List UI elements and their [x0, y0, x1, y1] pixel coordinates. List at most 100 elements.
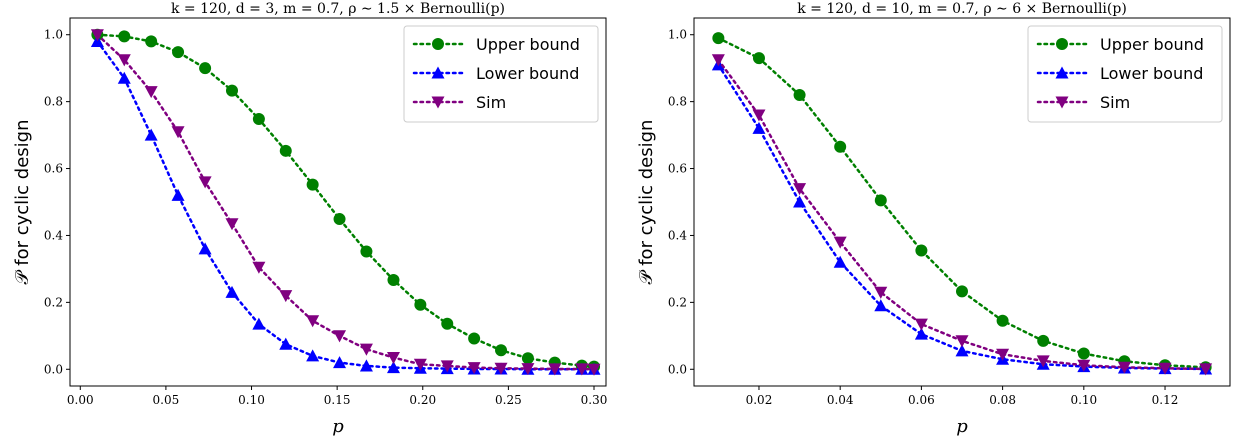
legend-frame: [1027, 25, 1223, 123]
data-point: [225, 84, 238, 97]
data-point: [752, 121, 766, 134]
data-point: [1199, 363, 1213, 376]
plot-frame: [693, 17, 1231, 387]
data-point: [225, 218, 239, 231]
data-point: [834, 140, 847, 153]
data-point: [306, 349, 320, 362]
legend-label: Upper bound: [476, 35, 580, 54]
x-tick-label: 0.12: [1152, 393, 1179, 407]
series-line: [96, 40, 596, 371]
data-point: [833, 236, 847, 249]
data-point: [359, 343, 373, 356]
legend: Upper bound Lower bound Sim: [403, 25, 599, 123]
plot-frame: [69, 17, 607, 387]
y-tick-label: 0.8: [44, 95, 63, 109]
data-point: [793, 183, 807, 196]
data-point: [833, 255, 847, 268]
chart-title: k = 120, d = 3, m = 0.7, ρ ∼ 1.5 × Berno…: [171, 1, 505, 17]
data-point: [333, 330, 347, 343]
x-tick-label: 0.00: [67, 393, 94, 407]
y-axis-label: 𝒫 for cyclic design: [12, 120, 33, 285]
data-point: [386, 352, 400, 365]
legend-label: Lower bound: [476, 64, 579, 83]
data-point: [171, 188, 185, 201]
data-point: [306, 178, 319, 191]
data-point: [914, 318, 928, 331]
data-point: [171, 126, 185, 139]
x-tick-label: 0.06: [908, 393, 935, 407]
data-point: [956, 285, 968, 298]
data-point: [279, 144, 292, 157]
x-tick-label: 0.30: [581, 393, 608, 407]
data-point: [252, 113, 265, 126]
data-point: [996, 314, 1009, 327]
data-point: [1037, 334, 1050, 347]
legend-label: Sim: [476, 93, 506, 112]
data-point: [548, 363, 562, 376]
data-point: [1117, 361, 1131, 374]
data-point: [387, 273, 400, 286]
data-point: [441, 317, 454, 330]
data-point: [587, 363, 601, 376]
chart-left: k = 120, d = 3, m = 0.7, ρ ∼ 1.5 × Berno…: [12, 1, 607, 437]
data-point: [413, 358, 427, 371]
data-point: [914, 327, 928, 340]
data-point: [575, 363, 589, 376]
y-tick-label: 0.2: [44, 295, 63, 309]
y-tick-label: 0.0: [668, 362, 687, 376]
data-point: [1077, 359, 1091, 372]
data-point: [144, 86, 158, 99]
data-point: [198, 242, 212, 255]
series-sim: [90, 29, 601, 376]
data-point: [279, 290, 293, 303]
x-tick-label: 0.15: [324, 393, 351, 407]
data-point: [752, 52, 765, 65]
legend-label: Upper bound: [1100, 35, 1204, 54]
data-point: [172, 46, 185, 59]
data-point: [440, 360, 454, 373]
y-tick-label: 0.0: [44, 362, 63, 376]
data-point: [874, 299, 888, 312]
chart-title: k = 120, d = 10, m = 0.7, ρ ∼ 6 × Bernou…: [797, 1, 1127, 17]
data-point: [279, 337, 293, 350]
data-point: [145, 35, 158, 48]
data-point: [333, 213, 346, 226]
x-tick-label: 0.10: [238, 393, 265, 407]
data-point: [955, 344, 969, 357]
y-tick-label: 1.0: [668, 28, 687, 42]
data-point: [252, 261, 266, 274]
series-line: [96, 33, 596, 371]
data-point: [198, 176, 212, 189]
data-point: [117, 54, 131, 67]
data-point: [117, 71, 131, 84]
x-tick-label: 0.25: [495, 393, 522, 407]
data-point: [712, 32, 725, 45]
data-point: [874, 194, 887, 207]
data-point: [306, 315, 320, 328]
data-point: [90, 29, 104, 42]
data-point: [1158, 362, 1172, 375]
data-point: [955, 335, 969, 348]
data-point: [521, 363, 535, 376]
data-point: [118, 30, 131, 43]
data-point: [468, 332, 481, 345]
data-point: [144, 128, 158, 141]
data-point: [225, 285, 239, 298]
data-point: [414, 298, 427, 311]
legend-marker: [431, 66, 445, 79]
legend-marker: [1056, 38, 1068, 50]
x-tick-label: 0.08: [989, 393, 1016, 407]
legend: Upper bound Lower bound Sim: [1027, 25, 1223, 123]
data-point: [467, 362, 481, 375]
data-point: [495, 344, 508, 357]
legend-marker: [1055, 66, 1069, 79]
data-point: [1077, 347, 1090, 360]
x-axis-label: p: [956, 416, 968, 437]
data-point: [1036, 355, 1050, 368]
data-point: [252, 317, 266, 330]
data-point: [793, 195, 807, 208]
x-tick-label: 0.05: [153, 393, 180, 407]
legend-frame: [403, 25, 599, 123]
data-point: [793, 88, 806, 101]
legend-marker: [1055, 96, 1069, 109]
